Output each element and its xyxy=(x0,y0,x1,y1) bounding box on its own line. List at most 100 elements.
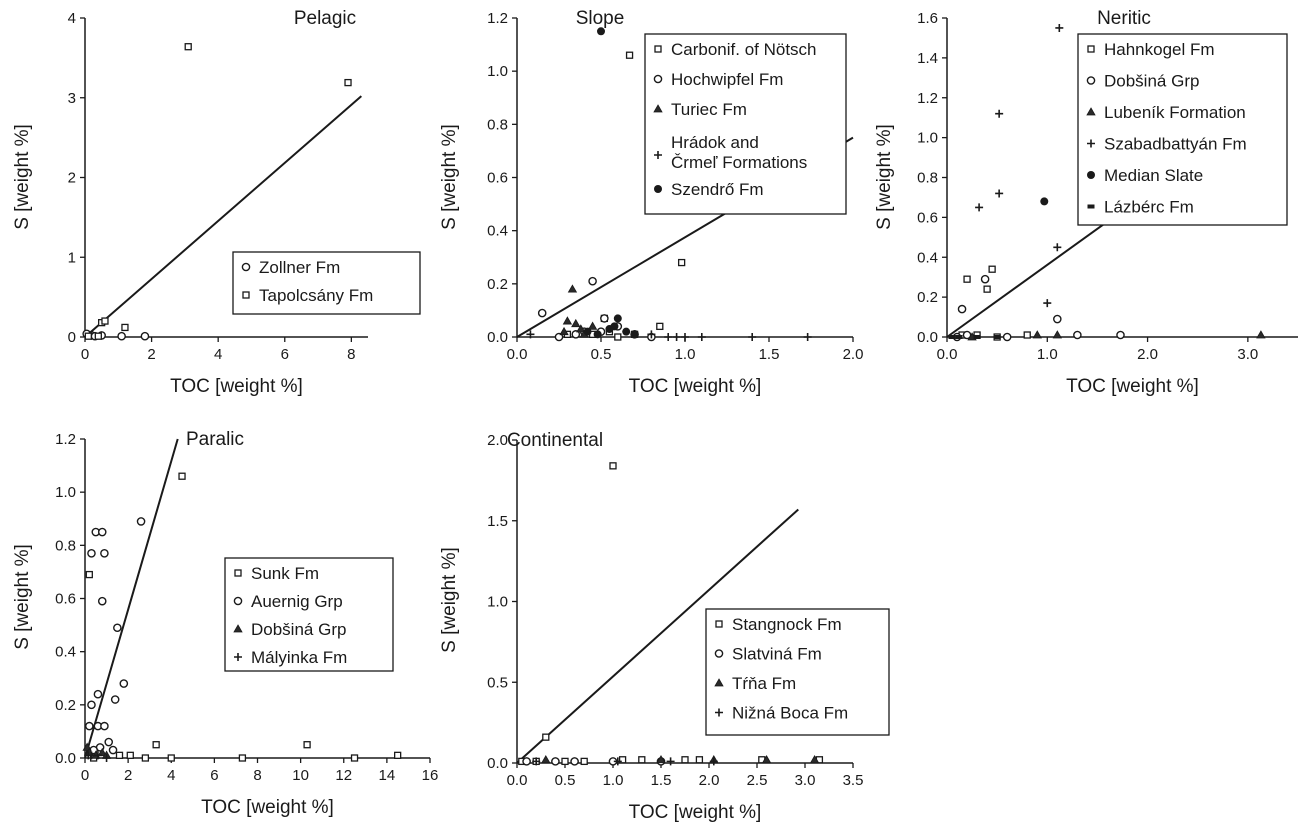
panel-title: Pelagic xyxy=(294,8,356,29)
legend-label: Median Slate xyxy=(1104,166,1203,185)
data-point xyxy=(554,332,564,342)
x-axis-label: TOC [weight %] xyxy=(170,376,303,397)
data-point xyxy=(666,757,675,766)
data-point xyxy=(681,333,689,341)
data-point xyxy=(609,462,617,470)
y-tick-label: 1 xyxy=(68,249,76,266)
trend-line xyxy=(84,438,179,759)
data-point xyxy=(622,327,631,336)
x-tick-label: 2.5 xyxy=(747,772,768,789)
x-tick-label: 6 xyxy=(210,767,218,784)
panel-title: Continental xyxy=(507,430,603,451)
y-tick-label: 0.2 xyxy=(55,697,76,714)
legend-marker xyxy=(653,74,663,84)
x-tick-label: 16 xyxy=(422,767,439,784)
x-tick-label: 0.0 xyxy=(507,772,528,789)
data-point xyxy=(672,333,681,341)
panel-1: 0.0 0.5 1.0 1.5 2.0 0.0 0.2 0.4 0.6 0.8 1.0 1.2 TOC … xyxy=(439,8,863,397)
legend-label: Zollner Fm xyxy=(259,258,340,277)
data-point xyxy=(613,757,622,766)
data-point xyxy=(141,754,150,762)
y-axis-label: S [weight %] xyxy=(439,124,460,230)
x-tick-label: 1.5 xyxy=(651,772,672,789)
data-point xyxy=(559,326,569,336)
data-point xyxy=(1032,330,1042,339)
data-point xyxy=(85,570,93,579)
x-tick-label: 8 xyxy=(253,767,261,784)
legend-label: Dobšiná Grp xyxy=(251,620,346,639)
x-tick-label: 2.0 xyxy=(843,346,864,363)
x-tick-label: 2.0 xyxy=(1137,346,1158,363)
legend-label: Tŕňa Fm xyxy=(732,674,796,693)
x-tick-label: 0.0 xyxy=(507,346,528,363)
data-point xyxy=(108,745,118,755)
legend-label: Stangnock Fm xyxy=(732,615,842,634)
data-point xyxy=(570,757,579,766)
data-point xyxy=(1040,197,1049,206)
x-tick-label: 3.0 xyxy=(1237,346,1258,363)
data-point xyxy=(613,314,622,323)
data-point xyxy=(630,330,639,339)
y-tick-label: 0.8 xyxy=(487,116,508,133)
trend-line xyxy=(84,95,362,338)
data-point xyxy=(761,754,772,764)
data-point xyxy=(1053,243,1062,252)
data-point xyxy=(809,754,820,764)
data-point xyxy=(115,751,124,759)
legend-box xyxy=(1077,33,1288,226)
data-point xyxy=(542,733,550,741)
data-point xyxy=(955,335,963,339)
data-point xyxy=(709,757,718,766)
x-tick-label: 2 xyxy=(124,767,132,784)
y-tick-label: 0.5 xyxy=(487,674,508,691)
data-point xyxy=(681,756,689,764)
legend-marker xyxy=(234,569,242,577)
data-point xyxy=(1052,330,1063,339)
legend-marker xyxy=(654,151,662,159)
data-point xyxy=(587,321,598,330)
y-tick-label: 0.6 xyxy=(487,170,508,187)
legend-label: Turiec Fm xyxy=(671,100,747,119)
data-point xyxy=(94,332,102,340)
legend-label: Hrádok and xyxy=(671,133,759,152)
data-point xyxy=(803,333,812,341)
data-point xyxy=(522,757,531,766)
data-point xyxy=(167,754,175,762)
data-point xyxy=(85,721,94,731)
y-tick-label: 0.2 xyxy=(487,276,508,293)
data-point xyxy=(988,265,996,273)
x-tick-label: 4 xyxy=(167,767,175,784)
data-point xyxy=(597,27,605,36)
x-tick-label: 4 xyxy=(214,346,222,363)
x-tick-label: 3.5 xyxy=(843,772,864,789)
x-tick-label: 0 xyxy=(81,346,89,363)
x-tick-label: 8 xyxy=(347,346,355,363)
data-point xyxy=(303,741,311,749)
data-point xyxy=(610,322,619,331)
legend-marker xyxy=(1087,171,1095,179)
data-point xyxy=(102,754,111,762)
panel-2: 0.0 1.0 2.0 3.0 0.0 0.2 0.4 0.6 0.8 1.0 1.2 1.4 1.6 T… xyxy=(874,8,1298,397)
data-point xyxy=(647,330,656,339)
y-tick-label: 0.0 xyxy=(487,329,508,346)
y-tick-label: 3 xyxy=(68,90,76,107)
legend-label: Lázbérc Fm xyxy=(1104,198,1194,217)
data-point xyxy=(551,757,560,766)
data-point xyxy=(350,754,359,762)
y-tick-label: 1.2 xyxy=(55,431,76,448)
legend-label: Szendrő Fm xyxy=(671,180,764,199)
y-tick-label: 4 xyxy=(68,10,76,27)
y-tick-label: 0.0 xyxy=(917,329,938,346)
data-point xyxy=(110,695,120,704)
y-tick-label: 1.4 xyxy=(917,50,938,67)
data-point xyxy=(748,333,757,341)
x-tick-label: 14 xyxy=(379,767,396,784)
legend-marker xyxy=(1087,204,1095,209)
legend-label: Auernig Grp xyxy=(251,592,343,611)
legend-label: Hahnkogel Fm xyxy=(1104,40,1215,59)
legend-box xyxy=(232,251,421,315)
legend-box xyxy=(644,33,847,215)
data-point xyxy=(983,285,991,293)
data-point xyxy=(100,549,109,558)
